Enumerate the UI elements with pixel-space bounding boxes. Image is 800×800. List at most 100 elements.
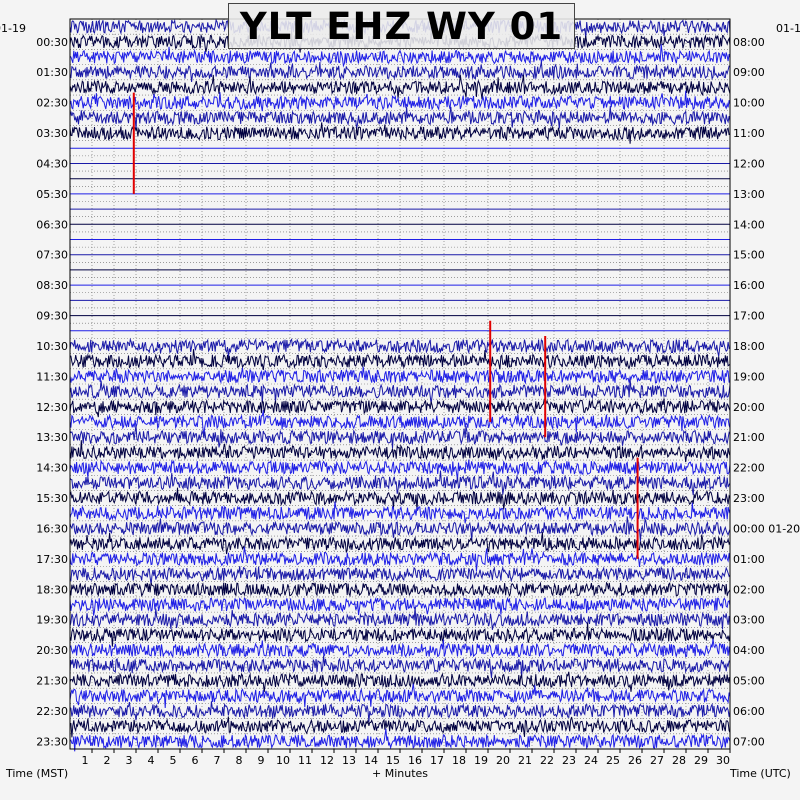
left-time-label: 20:30 [36,644,68,657]
left-time-label: 04:30 [36,157,68,170]
right-time-label: 05:00 [733,675,765,688]
trace-line [69,44,731,68]
trace-line [69,90,731,112]
left-time-label: 10:30 [36,340,68,353]
trace-line [69,622,731,647]
left-time-label: 12:30 [36,401,68,414]
right-axis-title: Time (UTC) [729,767,791,780]
left-time-label: 03:30 [36,127,68,140]
trace-line [69,122,730,144]
right-time-label: 12:00 [733,157,765,170]
trace-line [69,501,731,524]
minute-tick-label: 28 [672,754,686,767]
minute-tick-label: 14 [364,754,378,767]
trace-line [69,459,731,481]
right-time-label: 17:00 [733,310,765,323]
right-time-label: 13:00 [733,188,765,201]
left-date-label: 01-19 [0,22,26,35]
right-time-label: 10:00 [733,97,765,110]
right-time-label: 18:00 [733,340,765,353]
grid-layer [70,18,730,750]
right-time-label: 20:00 [733,401,765,414]
right-time-label: 14:00 [733,218,765,231]
right-time-label: 08:00 [733,36,765,49]
minute-tick-label: 19 [474,754,488,767]
trace-line [69,532,731,555]
minute-tick-label: 30 [716,754,730,767]
trace-line [69,440,731,463]
right-time-label: 16:00 [733,279,765,292]
right-time-label: 22:00 [733,462,765,475]
trace-line [69,565,731,585]
trace-line [69,638,731,658]
left-time-ticks: 00:30 01:30 02:30 03:30 04:30 05:30 06:30 07:30… [36,36,68,749]
minute-tick-label: 26 [628,754,642,767]
right-time-label: 01:00 [733,553,765,566]
left-axis-title: Time (MST) [5,767,68,780]
left-time-label: 15:30 [36,492,68,505]
right-time-label: 23:00 [733,492,765,505]
trace-line [69,410,731,435]
left-time-label: 14:30 [36,462,68,475]
minute-tick-label: 3 [126,754,133,767]
minute-tick-label: 25 [606,754,620,767]
right-time-label: 19:00 [733,370,765,383]
left-time-label: 00:30 [36,36,68,49]
trace-line [69,470,731,496]
trace-line [69,596,731,616]
minute-tick-label: 2 [104,754,111,767]
trace-line [69,546,731,572]
left-time-label: 17:30 [36,553,68,566]
right-time-label: 07:00 [733,735,765,748]
bottom-axis-title: + Minutes [372,767,428,780]
right-time-label: 03:00 [733,614,765,627]
minute-tick-label: 16 [408,754,422,767]
left-time-label: 21:30 [36,675,68,688]
right-date-label: 01-19 [776,22,800,35]
trace-line [69,487,731,511]
minute-tick-label: 22 [540,754,554,767]
right-time-label: 15:00 [733,249,765,262]
minute-tick-label: 27 [650,754,664,767]
left-time-label: 16:30 [36,522,68,535]
minute-tick-label: 17 [430,754,444,767]
left-time-label: 23:30 [36,735,68,748]
trace-line [69,716,731,738]
trace-line [69,425,731,449]
right-time-label: 11:00 [733,127,765,140]
minute-tick-label: 7 [214,754,221,767]
left-time-label: 02:30 [36,97,68,110]
left-time-label: 09:30 [36,310,68,323]
event-layer [132,92,639,559]
trace-line [69,683,731,709]
minute-tick-label: 29 [694,754,708,767]
right-time-label: 00:00 01-20 [733,522,800,535]
left-time-label: 19:30 [36,614,68,627]
trace-line [69,728,731,752]
chart-title-box: YLT EHZ WY 01 [228,3,575,49]
minute-tick-label: 15 [386,754,400,767]
trace-line [69,398,731,418]
minute-tick-label: 24 [584,754,598,767]
right-time-label: 09:00 [733,66,765,79]
left-time-label: 11:30 [36,370,68,383]
trace-line [69,337,731,359]
minute-tick-label: 21 [518,754,532,767]
trace-layer [69,16,731,752]
minute-tick-label: 10 [276,754,290,767]
right-time-ticks: 08:00 09:00 10:00 11:00 12:00 13:00 14:00 15:00… [733,36,800,749]
minute-tick-label: 1 [82,754,89,767]
left-time-label: 01:30 [36,66,68,79]
trace-line [69,606,731,630]
minute-tick-label: 9 [258,754,265,767]
trace-line [69,671,731,693]
right-time-label: 04:00 [733,644,765,657]
minute-tick-label: 23 [562,754,576,767]
trace-line [69,366,731,385]
left-time-label: 13:30 [36,431,68,444]
right-time-label: 21:00 [733,431,765,444]
minute-tick-label: 5 [170,754,177,767]
minute-tick-label: 4 [148,754,155,767]
minute-tick-label: 20 [496,754,510,767]
